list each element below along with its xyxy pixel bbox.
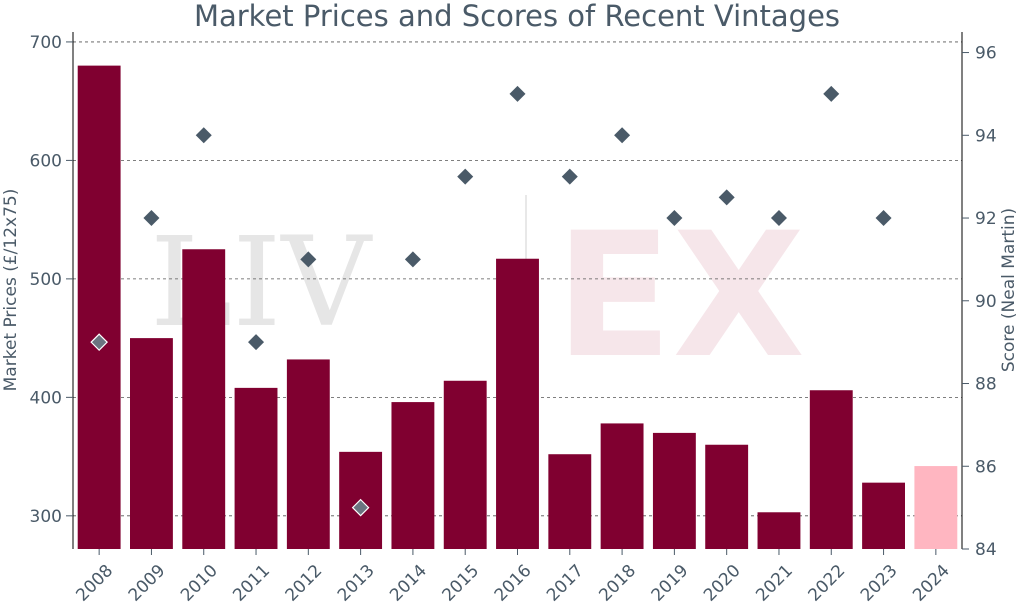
- y-tick-label: 500: [30, 270, 62, 290]
- y2-tick-label: 94: [975, 126, 997, 146]
- score-point: [718, 189, 735, 206]
- y2-tick-label: 88: [975, 375, 997, 395]
- score-point: [248, 334, 265, 351]
- x-tick-label: 2011: [229, 561, 274, 606]
- y2-tick-label: 92: [975, 209, 997, 229]
- bar: [914, 466, 958, 549]
- x-tick-label: 2013: [334, 561, 379, 606]
- x-tick-label: 2009: [125, 561, 170, 606]
- score-point: [875, 210, 892, 227]
- score-point: [509, 85, 526, 102]
- bar: [391, 402, 435, 549]
- watermark-right: EX: [555, 195, 805, 396]
- score-point: [143, 210, 160, 227]
- y2-axis-label: Score (Neal Martin): [999, 208, 1019, 372]
- y2-tick-label: 84: [975, 540, 997, 560]
- score-point: [823, 85, 840, 102]
- y2-tick-label: 90: [975, 292, 997, 312]
- y-tick-label: 300: [30, 507, 62, 527]
- score-point: [457, 168, 474, 185]
- bar: [652, 432, 696, 549]
- x-tick-label: 2008: [72, 561, 117, 606]
- x-tick-label: 2020: [700, 561, 745, 606]
- x-tick-label: 2012: [282, 561, 327, 606]
- bar: [809, 390, 853, 549]
- bar: [443, 380, 487, 549]
- x-tick-label: 2023: [857, 561, 902, 606]
- x-tick-label: 2022: [805, 561, 850, 606]
- y2-tick-label: 86: [975, 457, 997, 477]
- bar: [182, 249, 226, 549]
- score-series: [90, 85, 892, 517]
- x-tick-label: 2021: [752, 561, 797, 606]
- score-point: [90, 333, 108, 351]
- x-tick-label: 2017: [543, 561, 588, 606]
- bar-series: [77, 65, 958, 550]
- bar: [705, 444, 749, 549]
- score-point: [561, 168, 578, 185]
- bar: [77, 65, 121, 550]
- x-tick-label: 2018: [595, 561, 640, 606]
- score-point: [300, 251, 317, 268]
- score-point: [195, 127, 212, 144]
- score-point: [351, 498, 370, 517]
- x-tick-label: 2024: [909, 561, 954, 606]
- score-point: [770, 210, 787, 227]
- chart-title: Market Prices and Scores of Recent Vinta…: [194, 0, 840, 33]
- y-tick-label: 700: [30, 33, 62, 53]
- bar: [130, 338, 173, 549]
- bar: [496, 258, 539, 549]
- x-tick-label: 2010: [177, 561, 222, 606]
- y2-tick-label: 96: [975, 44, 997, 64]
- x-tick-label: 2015: [438, 561, 483, 606]
- bar: [862, 482, 905, 549]
- score-point: [666, 210, 683, 227]
- score-point: [404, 251, 421, 268]
- score-point: [614, 127, 631, 144]
- x-tick-label: 2016: [491, 561, 536, 606]
- y-tick-label: 600: [30, 151, 62, 171]
- x-tick-label: 2019: [648, 561, 693, 606]
- x-tick-label: 2014: [386, 561, 431, 606]
- y-tick-label: 400: [30, 388, 62, 408]
- bar: [286, 359, 330, 549]
- y-axis-label: Market Prices (£/12x75): [1, 189, 21, 392]
- bar: [548, 454, 592, 549]
- bar: [234, 387, 278, 549]
- bar: [600, 423, 644, 549]
- bar: [757, 512, 801, 549]
